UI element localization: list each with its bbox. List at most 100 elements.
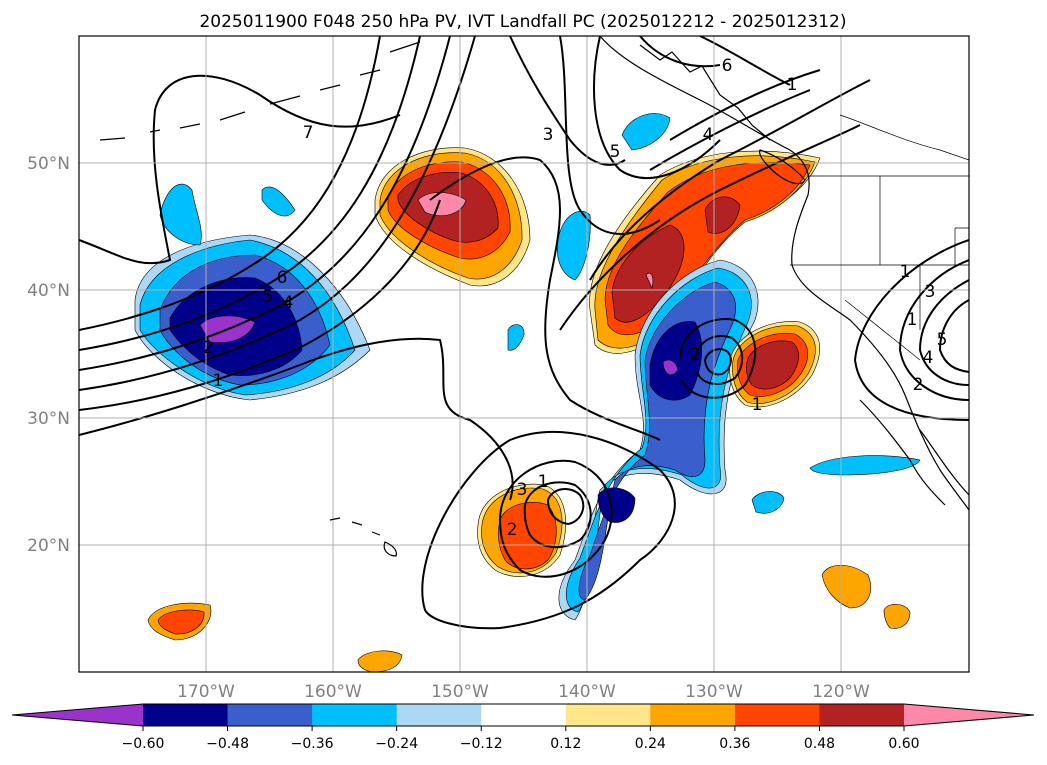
ivt-contour-line — [898, 259, 969, 401]
contour-label: 5 — [263, 287, 274, 307]
ivt-contour-line — [679, 318, 757, 399]
ivt-contour-line — [694, 335, 744, 385]
ivt-contour-line — [593, 36, 721, 179]
ivt-contour-line — [589, 79, 871, 281]
ivt-contour-line — [509, 36, 626, 166]
pv-positive-small-southwest — [157, 609, 205, 635]
colorbar-extend-low — [12, 704, 143, 726]
canada-province-border — [839, 114, 969, 161]
contour-label: 1 — [538, 472, 549, 492]
colorbar-segment — [143, 704, 229, 726]
alaska-panhandle-coast — [639, 44, 771, 141]
colorbar-tick-label: 0.36 — [719, 736, 750, 752]
pv-negative-small — [621, 113, 671, 151]
colorbar-segment — [481, 704, 567, 726]
colorbar-tick-label: 0.60 — [888, 736, 919, 752]
vancouver-island — [759, 149, 806, 185]
colorbar-tick-label: −0.48 — [206, 736, 249, 752]
ivt-contour-line — [79, 74, 401, 265]
lon-label-140w: 140°W — [558, 682, 616, 702]
colorbar-segment — [565, 704, 651, 726]
latitude-labels: 50°N 40°N 30°N 20°N — [27, 154, 70, 556]
colorbar-tick-label: −0.12 — [460, 736, 503, 752]
contour-label: 3 — [543, 125, 554, 145]
colorbar-tick-label: 0.48 — [804, 736, 835, 752]
ivt-contour-line — [649, 89, 811, 171]
contour-label: 2 — [913, 375, 924, 395]
map-frame — [78, 35, 970, 673]
contour-label: 1 — [787, 75, 798, 95]
ivt-contour-line — [546, 488, 585, 526]
ivt-contour-line — [938, 299, 969, 373]
contour-label: 7 — [303, 123, 314, 143]
contour-label: 1 — [213, 371, 224, 391]
contour-label: 4 — [703, 125, 714, 145]
contour-label: 6 — [277, 268, 288, 288]
ivt-contour-line — [79, 36, 451, 371]
contour-label: 3 — [517, 480, 528, 500]
pv-positive-band-northeast — [645, 272, 654, 289]
lat-label-50n: 50°N — [27, 154, 70, 174]
lon-label-170w: 170°W — [177, 682, 235, 702]
contour-label: 5 — [610, 142, 621, 162]
contour-label: 3 — [925, 282, 936, 302]
colorbar-segment — [734, 704, 820, 726]
ivt-contour-line — [699, 36, 791, 86]
colorbar-tick-label: −0.36 — [291, 736, 334, 752]
ivt-contour-line — [703, 348, 732, 376]
lon-label-130w: 130°W — [685, 682, 743, 702]
ivt-contour-line — [498, 459, 613, 578]
ivt-contour-layer — [79, 36, 969, 630]
contour-label: 2 — [203, 338, 214, 358]
ivt-contour-line — [523, 481, 592, 549]
contour-label: 2 — [507, 520, 518, 540]
pv-negative-band-south — [662, 359, 679, 375]
colorbar-tick-label: 0.24 — [635, 736, 666, 752]
colorbar-tick-label: −0.60 — [122, 736, 165, 752]
aleutian-islands — [99, 41, 421, 141]
hawaiian-islands — [329, 517, 397, 557]
lon-label-120w: 120°W — [812, 682, 870, 702]
contour-label: 4 — [283, 293, 294, 313]
colorbar-segment — [312, 704, 398, 726]
pv-negative-region-north — [261, 186, 296, 217]
lat-label-30n: 30°N — [27, 409, 70, 429]
baja-california-coast — [859, 399, 946, 506]
pv-positive-small-south — [357, 650, 403, 672]
state-borders — [790, 176, 969, 361]
contour-label: 1 — [900, 262, 911, 282]
colorbar-segment — [650, 704, 736, 726]
contour-label: 6 — [722, 56, 733, 76]
contour-label: 1 — [752, 395, 763, 415]
pv-positive-region-south — [498, 501, 557, 570]
lat-label-40n: 40°N — [27, 281, 70, 301]
pv-negative-small — [507, 324, 525, 351]
pv-negative-band-south — [649, 321, 703, 401]
contour-label: 5 — [937, 330, 948, 350]
ivt-contour-line — [918, 279, 969, 386]
pv-negative-small-east — [809, 455, 921, 476]
colorbar-tick-label: 0.12 — [550, 736, 581, 752]
colorbar-segment — [396, 704, 482, 726]
figure-title: 2025011900 F048 250 hPa PV, IVT Landfall… — [199, 12, 846, 32]
lat-label-20n: 20°N — [27, 536, 70, 556]
colorbar: −0.60 −0.48 −0.36 −0.24 −0.12 0.12 0.24 0.36 0.4… — [11, 703, 1035, 752]
ivt-contour-line — [669, 69, 821, 141]
contour-label: 2 — [690, 345, 701, 365]
longitude-labels: 170°W 160°W 150°W 140°W 130°W 120°W — [177, 682, 870, 702]
pv-negative-band-south — [597, 487, 636, 523]
lon-label-150w: 150°W — [431, 682, 489, 702]
colorbar-segment — [819, 704, 905, 726]
pv-positive-small-southeast — [883, 603, 911, 629]
contour-label: 1 — [907, 310, 918, 330]
ivt-contour-line — [79, 36, 421, 351]
ivt-contour-line — [79, 199, 441, 411]
mexico-coast — [919, 429, 969, 496]
ivt-contour-line — [421, 431, 676, 630]
ivt-contour-line — [639, 36, 721, 68]
ivt-contour-line — [79, 337, 514, 501]
contour-label: 4 — [923, 348, 934, 368]
borders-layer — [790, 114, 969, 361]
